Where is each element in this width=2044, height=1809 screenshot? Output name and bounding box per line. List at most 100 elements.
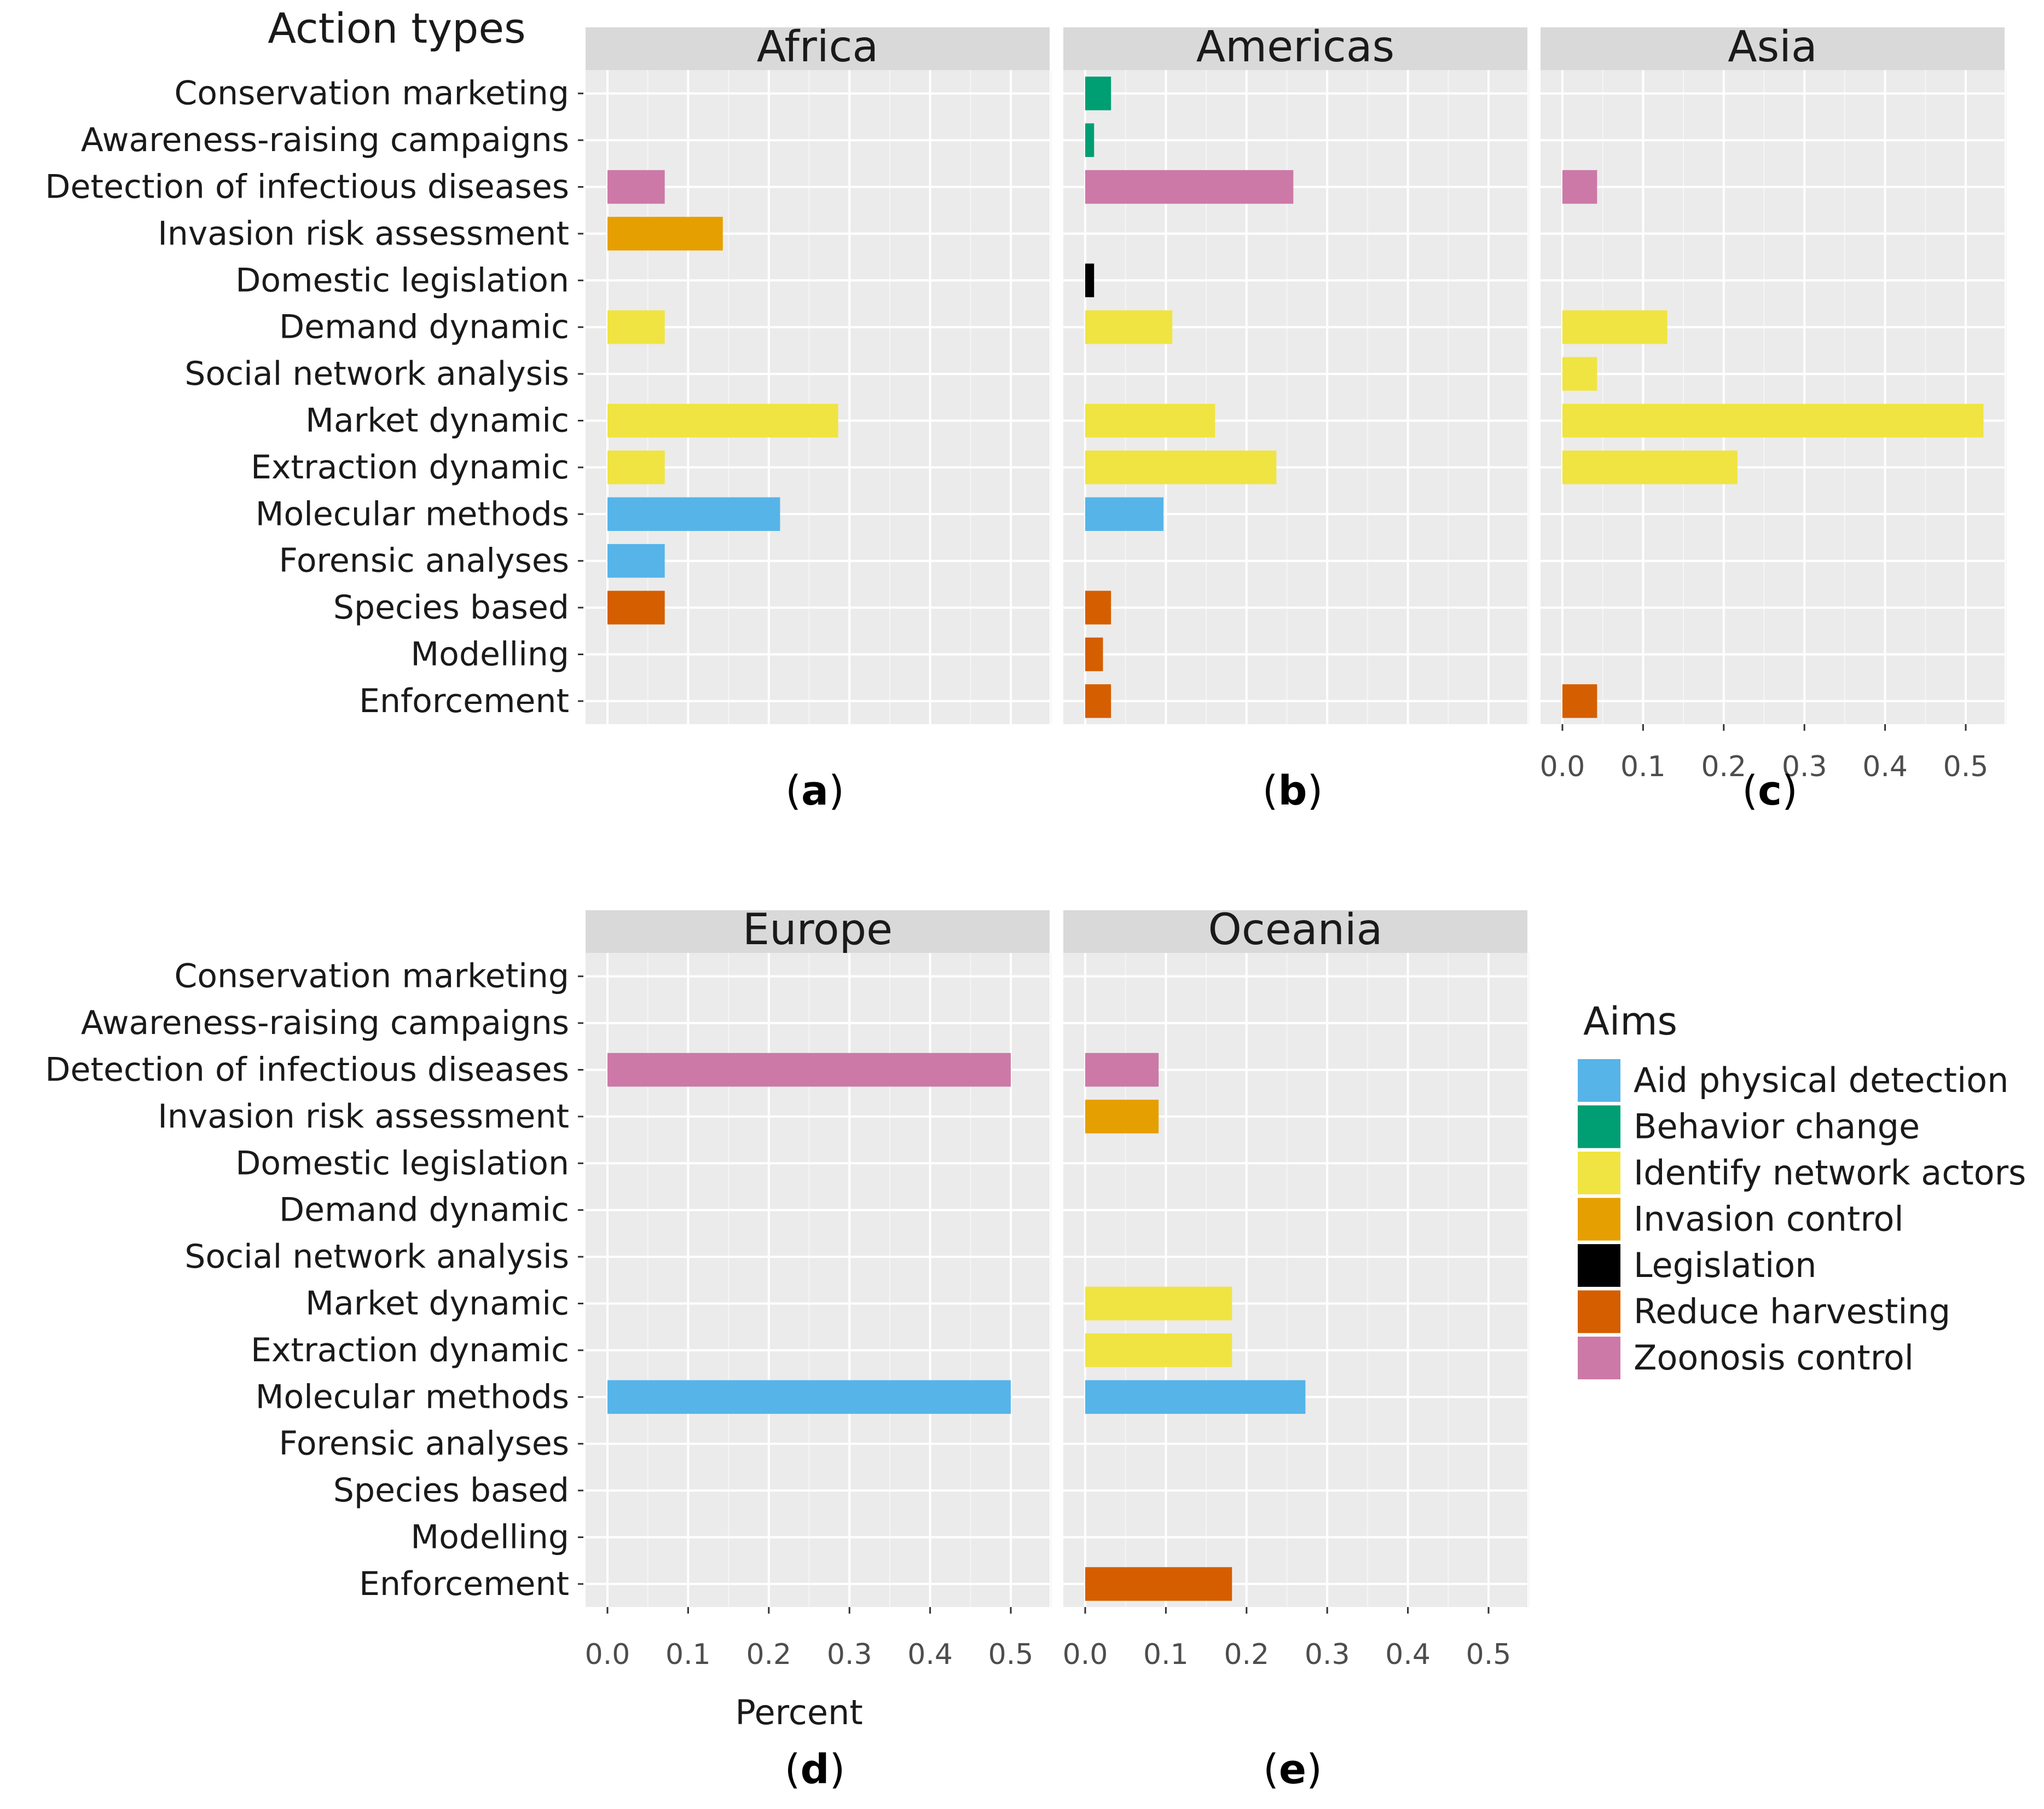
bar-africa-7 xyxy=(607,403,838,438)
facet-strip-label: Europe xyxy=(743,905,893,955)
category-label: Forensic analyses xyxy=(279,1425,569,1463)
bar-africa-5 xyxy=(607,310,665,344)
panel-label: (e) xyxy=(1263,1746,1322,1793)
legend: Aims Aid physical detection Behavior chan… xyxy=(1578,999,2026,1379)
bar-americas-13 xyxy=(1085,684,1111,718)
x-tick-label: 0.5 xyxy=(1943,750,1989,783)
panel-background xyxy=(1541,70,2005,724)
bar-americas-9 xyxy=(1085,497,1163,531)
bar-europe-9 xyxy=(607,1380,1011,1414)
category-label: Invasion risk assessment xyxy=(158,215,569,253)
bar-europe-2 xyxy=(607,1053,1011,1087)
bar-africa-10 xyxy=(607,544,665,578)
x-tick-label: 0.0 xyxy=(1063,1638,1108,1671)
facet-strip-label: Africa xyxy=(757,22,878,72)
category-label: Market dynamic xyxy=(305,402,569,440)
category-label: Modelling xyxy=(410,1518,569,1557)
legend-label: Aid physical detection xyxy=(1634,1060,2008,1100)
panel-americas: Americas (b) xyxy=(1063,22,1530,814)
facet-strip-label: Asia xyxy=(1728,22,1817,72)
category-label: Detection of infectious diseases xyxy=(45,1051,569,1089)
category-label: Social network analysis xyxy=(184,355,569,393)
legend-label: Invasion control xyxy=(1634,1199,1904,1239)
category-label: Demand dynamic xyxy=(279,1191,569,1229)
legend-label: Behavior change xyxy=(1634,1107,1920,1147)
panel-asia: Asia 0.0 0.1 0.2 0.3 0.4 0.5 (c) xyxy=(1540,22,2007,814)
panels-layer: Africa (a) Americas (b) Asia 0.0 0.1 0.2 0.3 0.4 0… xyxy=(585,22,2007,1793)
panel-label: (b) xyxy=(1263,767,1323,814)
category-label: Awareness-raising campaigns xyxy=(81,1004,569,1042)
legend-title: Aims xyxy=(1583,999,1677,1044)
facet-strip-label: Oceania xyxy=(1208,905,1383,955)
category-label: Enforcement xyxy=(359,1565,569,1603)
x-tick-label: 0.1 xyxy=(1143,1638,1189,1671)
bar-oceania-9 xyxy=(1085,1380,1306,1414)
legend-label: Reduce harvesting xyxy=(1634,1292,1950,1332)
category-label: Molecular methods xyxy=(256,495,569,533)
legend-label: Identify network actors xyxy=(1634,1153,2026,1193)
y-axis-title: Action types xyxy=(268,4,526,53)
category-label: Domestic legislation xyxy=(235,1144,569,1182)
legend-label: Legislation xyxy=(1634,1245,1816,1285)
bar-asia-8 xyxy=(1562,450,1738,484)
panel-background xyxy=(1063,70,1527,724)
category-label: Invasion risk assessment xyxy=(158,1097,569,1136)
panel-background xyxy=(1063,953,1527,1607)
bar-asia-2 xyxy=(1562,170,1597,204)
panel-label: (d) xyxy=(785,1746,846,1793)
x-tick-label: 0.2 xyxy=(746,1638,791,1671)
bar-oceania-3 xyxy=(1085,1100,1159,1134)
bar-asia-7 xyxy=(1562,403,1984,438)
facet-strip xyxy=(586,27,1050,70)
bar-americas-8 xyxy=(1085,450,1277,484)
panel-europe: Europe 0.0 0.1 0.2 0.3 0.4 0.5 (d) xyxy=(585,905,1052,1793)
panel-label: (a) xyxy=(785,767,844,814)
x-tick-label: 0.4 xyxy=(1862,750,1908,783)
x-tick-label: 0.1 xyxy=(1620,750,1666,783)
x-tick-label: 0.3 xyxy=(1782,750,1827,783)
category-label: Species based xyxy=(333,1471,569,1510)
bar-africa-2 xyxy=(607,170,665,204)
legend-entries: Aid physical detection Behavior change Ide… xyxy=(1578,1059,2026,1379)
bar-americas-11 xyxy=(1085,591,1111,625)
x-tick-label: 0.5 xyxy=(988,1638,1034,1671)
legend-key xyxy=(1578,1059,1620,1102)
x-tick-label: 0.4 xyxy=(907,1638,953,1671)
bar-oceania-13 xyxy=(1085,1567,1232,1601)
panel-background xyxy=(586,70,1050,724)
x-tick-label: 0.0 xyxy=(585,1638,630,1671)
legend-key xyxy=(1578,1337,1620,1379)
facet-strip xyxy=(1541,27,2005,70)
panel-africa: Africa (a) xyxy=(586,22,1052,814)
category-label: Enforcement xyxy=(359,682,569,720)
category-label: Modelling xyxy=(410,635,569,674)
bar-oceania-7 xyxy=(1085,1286,1232,1321)
facet-strip-label: Americas xyxy=(1196,22,1394,72)
category-label: Extraction dynamic xyxy=(251,1331,569,1369)
bar-oceania-2 xyxy=(1085,1053,1159,1087)
legend-key xyxy=(1578,1290,1620,1333)
panel-label: (c) xyxy=(1742,767,1798,814)
bar-americas-12 xyxy=(1085,637,1103,672)
category-label: Demand dynamic xyxy=(279,308,569,346)
category-label: Domestic legislation xyxy=(235,261,569,299)
facet-strip xyxy=(1063,910,1527,953)
category-label: Awareness-raising campaigns xyxy=(81,121,569,159)
bar-americas-4 xyxy=(1085,263,1095,298)
category-label: Forensic analyses xyxy=(279,542,569,580)
x-tick-label: 0.2 xyxy=(1701,750,1746,783)
x-tick-label: 0.2 xyxy=(1224,1638,1269,1671)
bar-africa-11 xyxy=(607,591,665,625)
category-label: Social network analysis xyxy=(184,1238,569,1276)
bar-americas-0 xyxy=(1085,76,1111,111)
bar-americas-1 xyxy=(1085,123,1095,157)
panel-oceania: Oceania 0.0 0.1 0.2 0.3 0.4 0.5 (e) xyxy=(1063,905,1530,1793)
x-tick-label: 0.4 xyxy=(1385,1638,1431,1671)
legend-key xyxy=(1578,1244,1620,1287)
facet-strip xyxy=(1063,27,1527,70)
category-label: Species based xyxy=(333,588,569,627)
category-label: Conservation marketing xyxy=(175,74,569,113)
bar-africa-8 xyxy=(607,450,665,484)
bar-americas-5 xyxy=(1085,310,1173,344)
